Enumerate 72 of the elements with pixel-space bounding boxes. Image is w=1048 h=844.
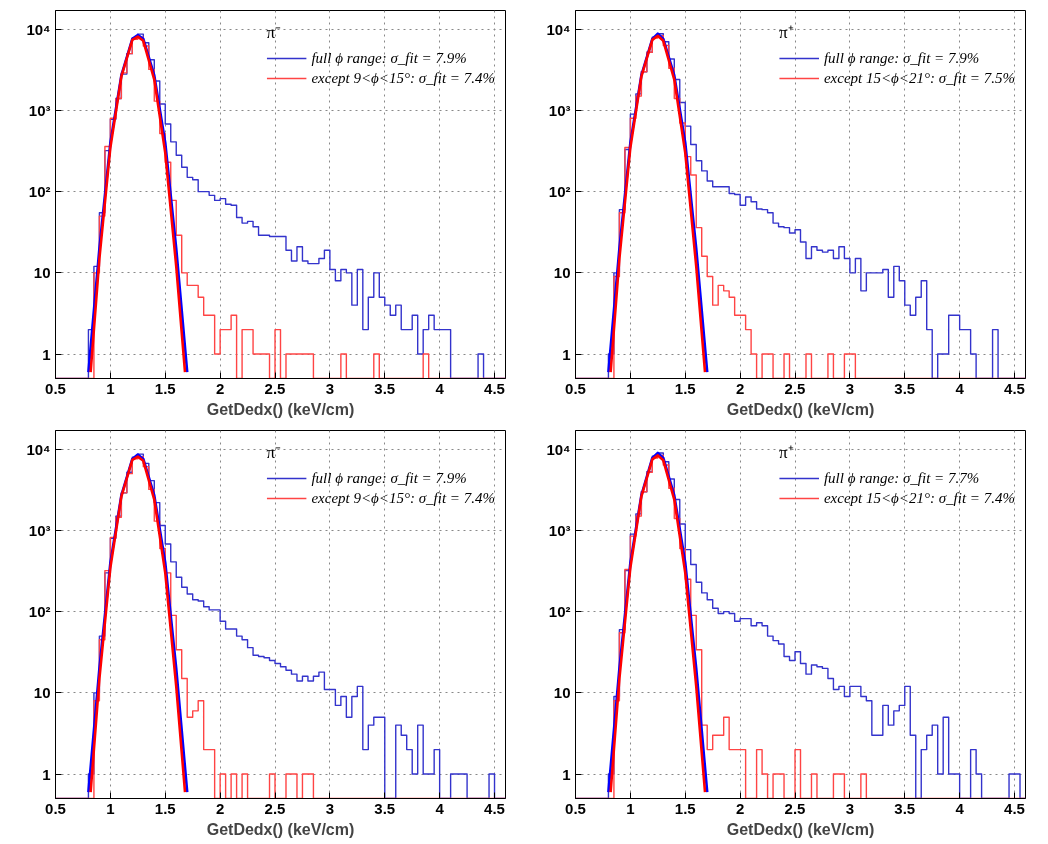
x-axis-title: GetDedx() (keV/cm) bbox=[726, 400, 875, 418]
x-tick-label: 3 bbox=[845, 379, 855, 397]
legend-title: π⁺ bbox=[778, 442, 795, 463]
x-tick-label: 4.5 bbox=[1004, 799, 1025, 817]
x-tick-label: 0.5 bbox=[45, 799, 66, 817]
legend-title: π⁺ bbox=[778, 22, 795, 43]
legend-label: full ϕ range: σ_fit = 7.9% bbox=[823, 49, 980, 67]
y-tick-label: 10⁴ bbox=[546, 440, 571, 458]
legend-label: except 9<ϕ<15°: σ_fit = 7.4% bbox=[311, 489, 495, 507]
x-tick-label: 3 bbox=[845, 799, 855, 817]
x-tick-label: 3.5 bbox=[374, 379, 396, 397]
legend-label: except 15<ϕ<21°: σ_fit = 7.5% bbox=[823, 69, 1015, 87]
x-tick-label: 4 bbox=[955, 379, 965, 397]
x-tick-label: 3 bbox=[325, 799, 335, 817]
y-tick-label: 10² bbox=[28, 183, 51, 201]
x-tick-label: 4 bbox=[435, 799, 445, 817]
x-tick-label: 4 bbox=[955, 799, 965, 817]
x-tick-label: 1.5 bbox=[154, 799, 176, 817]
y-tick-label: 10⁴ bbox=[26, 20, 51, 38]
x-tick-label: 1 bbox=[626, 379, 635, 397]
x-tick-label: 1 bbox=[626, 799, 635, 817]
x-tick-label: 0.5 bbox=[565, 379, 586, 397]
x-tick-label: 0.5 bbox=[565, 799, 586, 817]
legend-label: except 9<ϕ<15°: σ_fit = 7.4% bbox=[311, 69, 495, 87]
x-tick-label: 2 bbox=[215, 379, 225, 397]
x-tick-label: 3.5 bbox=[374, 799, 396, 817]
x-axis-title: GetDedx() (keV/cm) bbox=[206, 400, 355, 418]
x-tick-label: 1.5 bbox=[674, 799, 696, 817]
y-tick-label: 10³ bbox=[548, 101, 571, 119]
legend-title: π⁻ bbox=[266, 442, 282, 463]
x-tick-label: 2 bbox=[215, 799, 225, 817]
x-tick-label: 2.5 bbox=[784, 379, 806, 397]
x-tick-label: 3.5 bbox=[894, 379, 916, 397]
x-tick-label: 1 bbox=[106, 799, 115, 817]
legend-title: π⁻ bbox=[266, 22, 282, 43]
x-tick-label: 2.5 bbox=[784, 799, 806, 817]
y-tick-label: 10⁴ bbox=[26, 440, 51, 458]
y-tick-label: 10 bbox=[553, 264, 571, 282]
x-tick-label: 0.5 bbox=[45, 379, 66, 397]
y-tick-label: 10³ bbox=[548, 521, 571, 539]
y-tick-label: 10 bbox=[553, 684, 571, 702]
legend-label: full ϕ range: σ_fit = 7.7% bbox=[823, 469, 980, 487]
y-tick-label: 10⁴ bbox=[546, 20, 571, 38]
y-tick-label: 10² bbox=[28, 603, 51, 621]
x-tick-label: 4.5 bbox=[484, 379, 505, 397]
x-tick-label: 2 bbox=[735, 379, 745, 397]
legend-label: except 15<ϕ<21°: σ_fit = 7.4% bbox=[823, 489, 1015, 507]
y-tick-label: 10³ bbox=[28, 521, 51, 539]
y-tick-label: 10² bbox=[548, 603, 571, 621]
x-tick-label: 1.5 bbox=[674, 379, 696, 397]
y-tick-label: 10 bbox=[33, 264, 51, 282]
x-tick-label: 1 bbox=[106, 379, 115, 397]
x-tick-label: 4.5 bbox=[484, 799, 505, 817]
legend-label: full ϕ range: σ_fit = 7.9% bbox=[311, 49, 467, 67]
y-tick-label: 10 bbox=[33, 684, 51, 702]
x-tick-label: 3.5 bbox=[894, 799, 916, 817]
x-tick-label: 2 bbox=[735, 799, 745, 817]
x-axis-title: GetDedx() (keV/cm) bbox=[206, 820, 355, 838]
y-tick-label: 1 bbox=[42, 765, 51, 783]
y-tick-label: 1 bbox=[42, 345, 51, 363]
x-axis-title: GetDedx() (keV/cm) bbox=[726, 820, 875, 838]
x-tick-label: 2.5 bbox=[264, 799, 286, 817]
x-tick-label: 4.5 bbox=[1004, 379, 1025, 397]
x-tick-label: 3 bbox=[325, 379, 335, 397]
y-tick-label: 10² bbox=[548, 183, 571, 201]
y-tick-label: 1 bbox=[562, 765, 571, 783]
y-tick-label: 10³ bbox=[28, 101, 51, 119]
legend-label: full ϕ range: σ_fit = 7.9% bbox=[311, 469, 467, 487]
x-tick-label: 2.5 bbox=[264, 379, 286, 397]
x-tick-label: 1.5 bbox=[154, 379, 176, 397]
y-tick-label: 1 bbox=[562, 345, 571, 363]
x-tick-label: 4 bbox=[435, 379, 445, 397]
